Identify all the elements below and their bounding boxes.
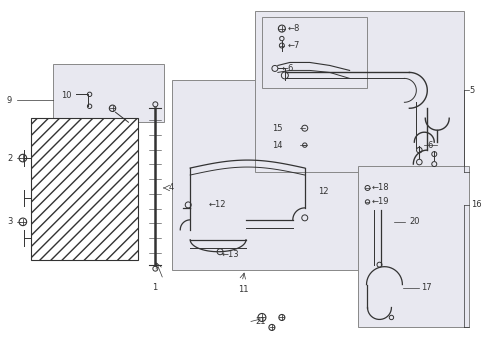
Text: 14: 14 [272,141,282,150]
Text: ←18: ←18 [371,184,389,193]
Text: 15: 15 [272,124,282,133]
FancyBboxPatch shape [358,166,469,328]
Text: ←13: ←13 [222,250,240,259]
Text: 9: 9 [7,96,12,105]
FancyBboxPatch shape [172,80,371,270]
Text: ←8: ←8 [288,24,300,33]
Text: ←19: ←19 [371,197,389,206]
Text: 5: 5 [469,86,474,95]
Text: ←7: ←7 [288,41,300,50]
Text: ←6: ←6 [282,64,294,73]
FancyBboxPatch shape [262,17,367,88]
Text: 1: 1 [152,283,158,292]
Text: ←12: ←12 [208,201,225,210]
Text: 16: 16 [471,201,482,210]
Text: 12: 12 [318,188,328,197]
Text: 2: 2 [7,154,12,163]
Text: 21: 21 [255,317,266,326]
FancyBboxPatch shape [53,64,164,122]
FancyBboxPatch shape [255,11,464,172]
Text: 17: 17 [421,283,432,292]
Text: 6: 6 [427,141,433,150]
Text: 11: 11 [238,285,248,294]
Text: 20: 20 [409,217,420,226]
Bar [31,118,138,260]
Text: 10: 10 [61,91,71,100]
Text: 3: 3 [7,217,12,226]
Text: 4: 4 [168,184,173,193]
